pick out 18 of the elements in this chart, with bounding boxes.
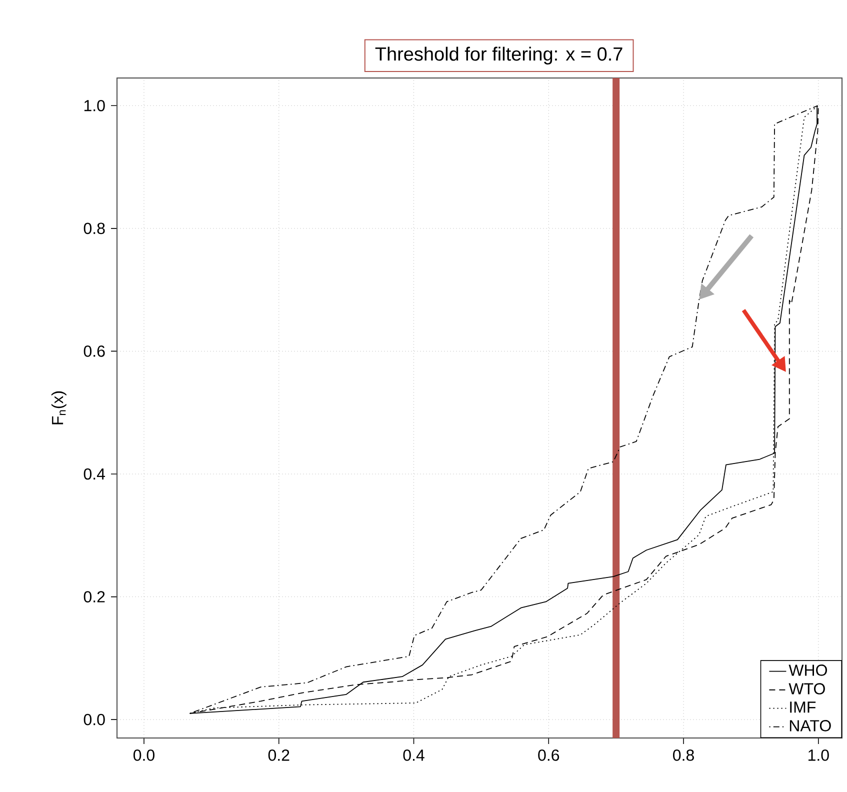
y-tick-label: 0.2 <box>84 591 105 602</box>
x-tick-label: 0.8 <box>673 750 694 761</box>
x-tick-label: 0.4 <box>403 750 424 761</box>
x-tick-label: 0.6 <box>538 750 560 761</box>
x-tick-label: 1.0 <box>808 750 829 761</box>
legend-label: WHO <box>788 664 827 676</box>
legend-label: NATO <box>790 720 831 732</box>
x-tick-label: 0.0 <box>133 750 154 761</box>
y-tick-label: 0.6 <box>84 346 105 357</box>
ref-line-label: Threshold for filtering: x = 0.7 <box>375 46 622 64</box>
legend-label: WTO <box>788 683 825 694</box>
y-tick-label: 0.0 <box>84 714 105 726</box>
y-tick-label: 0.8 <box>84 222 105 234</box>
y-tick-label: 1.0 <box>84 100 105 112</box>
legend-label: IMF <box>790 702 816 713</box>
y-tick-label: 0.4 <box>84 468 106 480</box>
y-axis-title: F$_{n}$(x) <box>51 391 66 424</box>
x-tick-label: 0.2 <box>268 750 290 761</box>
